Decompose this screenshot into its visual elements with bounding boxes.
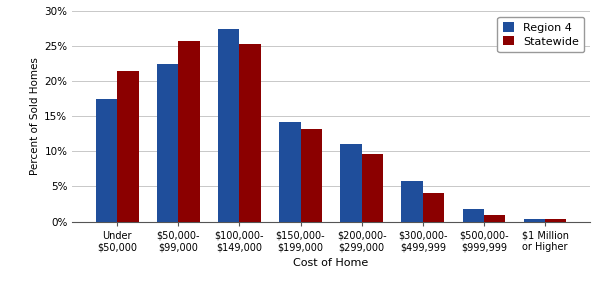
Bar (545, 220, 566, 222)
Bar (423, 193, 444, 222)
Bar (157, 64, 178, 222)
X-axis label: Cost of Home: Cost of Home (294, 258, 368, 268)
Bar (300, 129, 322, 222)
Bar (218, 29, 240, 222)
Bar (362, 154, 383, 222)
Bar (96, 99, 117, 222)
Bar (340, 144, 362, 222)
Bar (279, 122, 300, 222)
Bar (240, 43, 261, 222)
Bar (178, 41, 200, 222)
Y-axis label: Percent of Sold Homes: Percent of Sold Homes (30, 57, 40, 176)
Bar (524, 220, 545, 222)
Bar (484, 214, 505, 222)
Bar (462, 209, 484, 222)
Bar (402, 181, 423, 222)
Legend: Region 4, Statewide: Region 4, Statewide (497, 17, 585, 52)
Bar (117, 71, 138, 222)
